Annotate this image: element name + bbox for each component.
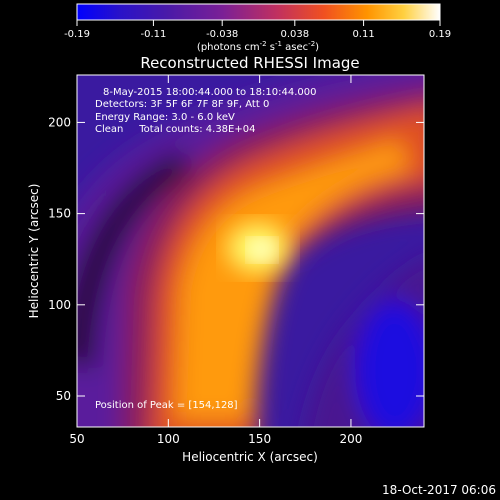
y-tick-label: 150 [48, 207, 71, 221]
colorbar-tick-label: 0.11 [352, 29, 374, 40]
colorbar: -0.19 -0.11 -0.038 0.038 0.11 0.19 (photons c… [64, 3, 451, 53]
chart-title: Reconstructed RHESSI Image [140, 54, 359, 72]
x-axis-label: Heliocentric X (arcsec) [182, 450, 318, 464]
y-axis-ticks: 50 100 150 200 [48, 115, 424, 403]
colorbar-ticks: -0.19 -0.11 -0.038 0.038 0.11 0.19 [64, 20, 451, 40]
colorbar-tick-label: 0.038 [280, 29, 309, 40]
annotation-total-counts: Clean Total counts: 4.38E+04 [95, 124, 255, 135]
colorbar-tick-label: -0.19 [64, 29, 90, 40]
x-tick-label: 50 [69, 432, 84, 446]
annotation-detectors: Detectors: 3F 5F 6F 7F 8F 9F, Att 0 [95, 99, 269, 110]
colorbar-gradient [76, 3, 441, 21]
x-axis-ticks: 50 100 150 200 [69, 75, 362, 446]
y-tick-label: 50 [56, 389, 71, 403]
annotation-time-range: 8-May-2015 18:00:44.000 to 18:10:44.000 [103, 87, 316, 98]
peak-position-label: Position of Peak = [154,128] [95, 400, 238, 411]
colorbar-label: (photons cm-2 s-1 asec-2) [197, 40, 319, 53]
colorbar-tick-label: 0.19 [429, 29, 451, 40]
x-tick-label: 150 [248, 432, 271, 446]
timestamp: 18-Oct-2017 06:06 [382, 483, 496, 497]
y-tick-label: 200 [48, 115, 71, 129]
colorbar-tick-label: -0.11 [140, 29, 166, 40]
x-tick-label: 100 [157, 432, 180, 446]
y-tick-label: 100 [48, 298, 71, 312]
annotation-energy-range: Energy Range: 3.0 - 6.0 keV [95, 112, 235, 123]
x-tick-label: 200 [339, 432, 362, 446]
heatmap-image [77, 75, 424, 427]
colorbar-tick-label: -0.038 [206, 29, 238, 40]
y-axis-label: Heliocentric Y (arcsec) [27, 184, 41, 319]
annotations: 8-May-2015 18:00:44.000 to 18:10:44.000 … [95, 87, 316, 135]
plot-frame [76, 74, 425, 428]
